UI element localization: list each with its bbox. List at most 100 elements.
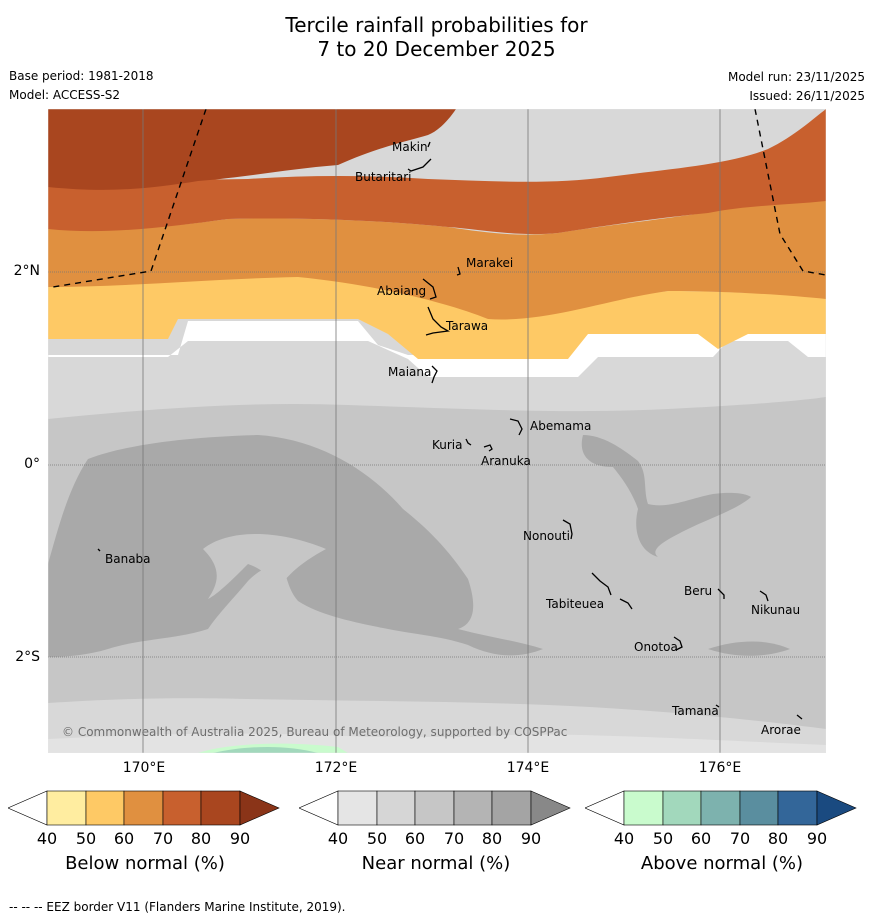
issued-date: Issued: 26/11/2025 xyxy=(749,89,865,103)
above-tick-50: 50 xyxy=(653,829,673,848)
below-swatch-40 xyxy=(46,790,87,826)
island-nikunau xyxy=(759,590,769,602)
near-swatch-80 xyxy=(491,790,532,826)
island-arorae xyxy=(796,714,803,720)
above-swatch-50 xyxy=(662,790,702,826)
near-swatch-under xyxy=(299,790,339,826)
below-swatch-over xyxy=(239,790,280,826)
above-swatch-80 xyxy=(777,790,818,826)
below-tick-90: 90 xyxy=(230,829,250,848)
below-swatch-under xyxy=(8,790,48,826)
island-maiana xyxy=(431,365,438,384)
above-normal-60-region xyxy=(213,747,318,753)
islands xyxy=(97,141,803,720)
below-normal-50-region xyxy=(48,273,826,359)
above-swatch-60 xyxy=(700,790,741,826)
map-title-line-2: 7 to 20 December 2025 xyxy=(317,37,556,61)
near-tick-70: 70 xyxy=(444,829,464,848)
near-swatch-60 xyxy=(414,790,455,826)
island-beru xyxy=(717,588,725,599)
above-swatch-under xyxy=(585,790,625,826)
label-tabiteuea: Tabiteuea xyxy=(545,597,604,611)
below-normal-60-region xyxy=(48,199,826,320)
graticule xyxy=(48,109,826,753)
island-tarawa xyxy=(425,306,450,336)
copyright-notice: © Commonwealth of Australia 2025, Bureau… xyxy=(62,725,567,739)
island-makin xyxy=(427,141,431,148)
island-marakei xyxy=(456,266,461,276)
below-normal-80-region xyxy=(48,109,456,190)
colorbar-below-normal-title: Below normal (%) xyxy=(65,853,225,874)
label-nikunau: Nikunau xyxy=(751,603,800,617)
label-arorae: Arorae xyxy=(761,723,801,737)
colorbar-near-normal-swatches xyxy=(299,790,571,826)
island-aranuka xyxy=(483,444,493,452)
island-abaiang xyxy=(422,278,437,300)
island-kuria xyxy=(465,438,472,446)
label-butaritari: Butaritari xyxy=(355,170,412,184)
island-nonouti xyxy=(562,519,573,540)
near-tick-50: 50 xyxy=(367,829,387,848)
near-swatch-50 xyxy=(376,790,416,826)
below-tick-40: 40 xyxy=(37,829,57,848)
label-maiana: Maiana xyxy=(388,365,431,379)
label-aranuka: Aranuka xyxy=(481,454,531,468)
near-swatch-70 xyxy=(453,790,493,826)
island-tamana xyxy=(715,704,720,708)
below-swatch-70 xyxy=(162,790,202,826)
island-banaba xyxy=(97,548,101,552)
rainfall-probability-map: Makin Butaritari Marakei Abaiang Tarawa … xyxy=(48,109,826,753)
lon-label-170e: 170°E xyxy=(122,760,166,776)
below-swatch-60 xyxy=(123,790,164,826)
lon-label-172e: 172°E xyxy=(314,760,358,776)
island-butaritari xyxy=(407,158,432,172)
above-tick-70: 70 xyxy=(730,829,750,848)
above-tick-80: 80 xyxy=(768,829,788,848)
above-swatch-70 xyxy=(739,790,779,826)
colorbar-below-normal: 40 50 60 70 80 90 xyxy=(8,790,280,848)
near-normal-70-region-southeast xyxy=(708,641,790,656)
model-name: Model: ACCESS-S2 xyxy=(9,88,121,102)
label-onotoa: Onotoa xyxy=(634,640,678,654)
label-abaiang: Abaiang xyxy=(377,284,426,298)
label-marakei: Marakei xyxy=(466,256,513,270)
island-tabiteuea-north xyxy=(591,572,612,596)
below-swatch-50 xyxy=(85,790,125,826)
near-tick-80: 80 xyxy=(482,829,502,848)
above-swatch-over xyxy=(816,790,857,826)
label-banaba: Banaba xyxy=(105,552,151,566)
model-run-date: Model run: 23/11/2025 xyxy=(727,70,865,84)
colorbar-near-normal-title: Near normal (%) xyxy=(361,853,511,874)
below-swatch-80 xyxy=(200,790,241,826)
island-onotoa xyxy=(673,636,683,651)
label-tamana: Tamana xyxy=(671,704,719,718)
island-tabiteuea-south xyxy=(619,598,633,610)
near-swatch-40 xyxy=(337,790,378,826)
near-normal-60-pocket xyxy=(203,534,326,599)
colorbar-above-normal: 40 50 60 70 80 90 xyxy=(585,790,857,848)
lon-label-176e: 176°E xyxy=(698,760,742,776)
label-beru: Beru xyxy=(684,584,712,598)
eez-border xyxy=(52,109,826,288)
below-tick-80: 80 xyxy=(191,829,211,848)
lat-label-2s: 2°S xyxy=(15,649,40,665)
label-nonouti: Nonouti xyxy=(523,529,570,543)
near-tick-90: 90 xyxy=(521,829,541,848)
lat-label-2n: 2°N xyxy=(13,263,40,279)
above-tick-40: 40 xyxy=(614,829,634,848)
near-normal-70-region-east xyxy=(581,435,751,557)
near-tick-40: 40 xyxy=(328,829,348,848)
above-swatch-40 xyxy=(623,790,664,826)
above-tick-60: 60 xyxy=(691,829,711,848)
above-tick-90: 90 xyxy=(807,829,827,848)
label-abemama: Abemama xyxy=(530,419,591,433)
below-tick-50: 50 xyxy=(76,829,96,848)
near-swatch-over xyxy=(530,790,571,826)
map-title-line-1: Tercile rainfall probabilities for xyxy=(285,13,588,37)
colorbar-below-normal-swatches xyxy=(8,790,280,826)
white-transition-band xyxy=(48,321,826,377)
near-tick-60: 60 xyxy=(405,829,425,848)
label-tarawa: Tarawa xyxy=(445,319,488,333)
colorbar-above-normal-title: Above normal (%) xyxy=(640,853,804,874)
base-period: Base period: 1981-2018 xyxy=(9,69,154,83)
